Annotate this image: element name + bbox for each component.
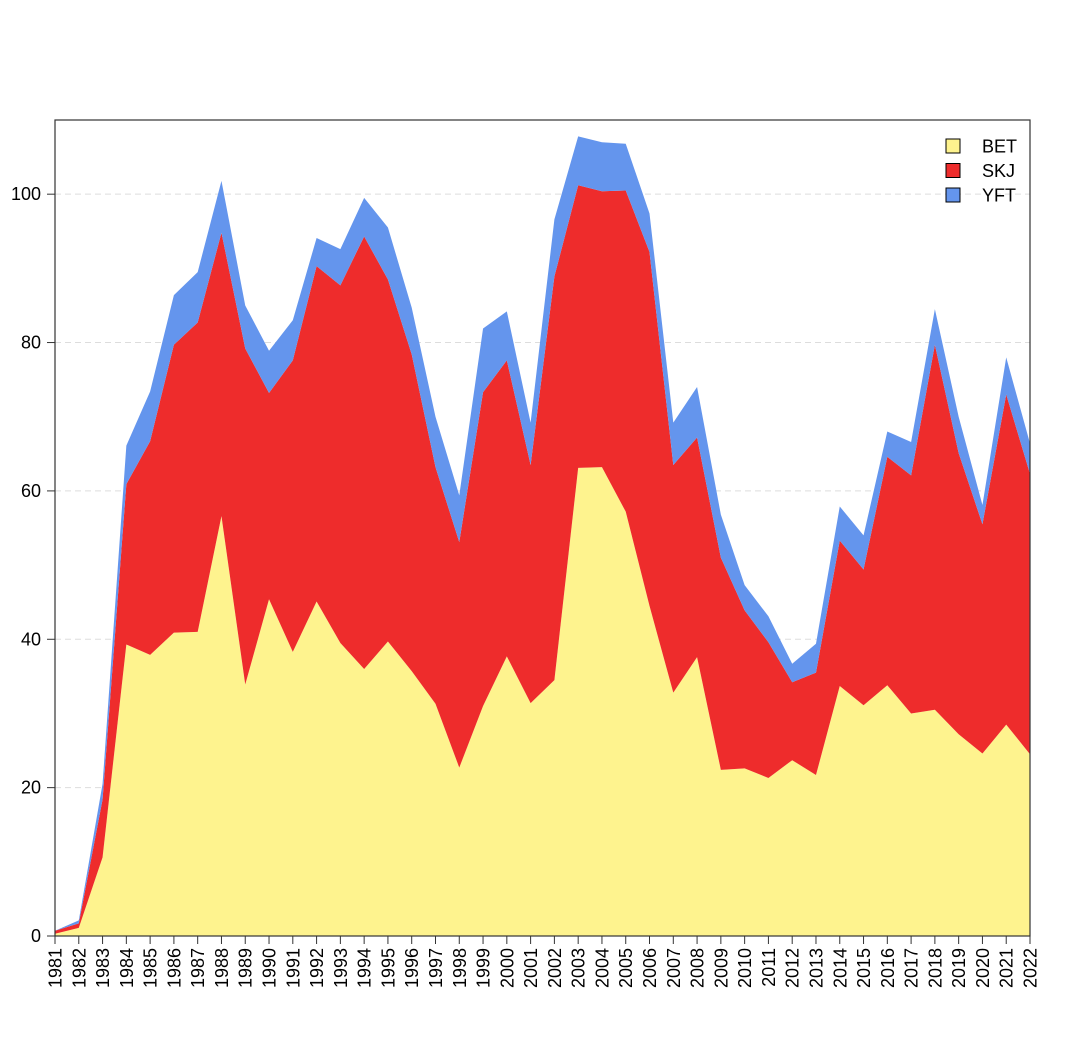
x-tick-label: 1989 bbox=[236, 948, 256, 988]
x-tick-label: 2016 bbox=[878, 948, 898, 988]
x-tick-label: 2012 bbox=[783, 948, 803, 988]
legend-label-skj: SKJ bbox=[982, 161, 1015, 181]
x-tick-label: 1982 bbox=[69, 948, 89, 988]
x-tick-label: 1981 bbox=[46, 948, 66, 988]
plot-frame bbox=[54, 119, 1031, 937]
x-tick-label: 1984 bbox=[117, 948, 137, 988]
area-bet bbox=[55, 467, 1030, 936]
x-tick-label: 1996 bbox=[402, 948, 422, 988]
x-tick-label: 1992 bbox=[307, 948, 327, 988]
x-tick-label: 1999 bbox=[474, 948, 494, 988]
legend: BET SKJ YFT bbox=[945, 137, 1017, 206]
x-tick-label: 1983 bbox=[93, 948, 113, 988]
x-tick-label: 1994 bbox=[355, 948, 375, 988]
x-tick-label: 2007 bbox=[664, 948, 684, 988]
x-tick-label: 2019 bbox=[949, 948, 969, 988]
x-tick-label: 1991 bbox=[283, 948, 303, 988]
area-yft bbox=[55, 136, 1030, 931]
x-tick-label: 1995 bbox=[378, 948, 398, 988]
x-tick-label: 1988 bbox=[212, 948, 232, 988]
area-skj bbox=[55, 185, 1030, 934]
y-tick-label: 80 bbox=[21, 333, 41, 353]
legend-swatch-yft bbox=[945, 187, 961, 203]
y-tick-label: 100 bbox=[11, 184, 41, 204]
y-tick-label: 20 bbox=[21, 778, 41, 798]
y-axis: 0 20 40 60 80 100 bbox=[11, 184, 55, 946]
x-tick-label: 2013 bbox=[806, 948, 826, 988]
x-tick-label: 2022 bbox=[1021, 948, 1041, 988]
x-tick-label: 2018 bbox=[925, 948, 945, 988]
x-tick-label: 1997 bbox=[426, 948, 446, 988]
x-tick-label: 1993 bbox=[331, 948, 351, 988]
x-axis: 1981 1982 1983 1984 1985 1986 1987 1988 1989 1990… bbox=[46, 936, 1041, 988]
x-tick-label: 2011 bbox=[759, 948, 779, 987]
x-tick-label: 2009 bbox=[711, 948, 731, 988]
legend-label-bet: BET bbox=[982, 137, 1017, 157]
x-tick-label: 2017 bbox=[902, 948, 922, 988]
x-tick-label: 2002 bbox=[545, 948, 565, 988]
x-tick-label: 2010 bbox=[735, 948, 755, 988]
x-tick-label: 1987 bbox=[188, 948, 208, 988]
legend-swatch-skj bbox=[945, 163, 961, 178]
x-tick-label: 2004 bbox=[592, 948, 612, 988]
x-tick-label: 2008 bbox=[688, 948, 708, 988]
x-tick-label: 1986 bbox=[164, 948, 184, 988]
legend-swatch-bet bbox=[945, 138, 961, 154]
x-tick-label: 2015 bbox=[854, 948, 874, 988]
y-tick-label: 40 bbox=[21, 629, 41, 649]
x-tick-label: 2003 bbox=[569, 948, 589, 988]
area-series-group bbox=[55, 136, 1030, 936]
x-tick-label: 2006 bbox=[640, 948, 660, 988]
x-tick-label: 2001 bbox=[521, 948, 541, 988]
x-tick-label: 2000 bbox=[497, 948, 517, 988]
legend-label-yft: YFT bbox=[982, 186, 1016, 206]
y-tick-label: 0 bbox=[31, 926, 41, 946]
y-tick-label: 60 bbox=[21, 481, 41, 501]
x-tick-label: 1998 bbox=[450, 948, 470, 988]
x-tick-label: 1990 bbox=[260, 948, 280, 988]
x-tick-label: 1985 bbox=[141, 948, 161, 988]
x-tick-label: 2021 bbox=[997, 948, 1017, 988]
x-tick-label: 2005 bbox=[616, 948, 636, 988]
x-tick-label: 2020 bbox=[973, 948, 993, 988]
x-tick-label: 2014 bbox=[830, 948, 850, 988]
